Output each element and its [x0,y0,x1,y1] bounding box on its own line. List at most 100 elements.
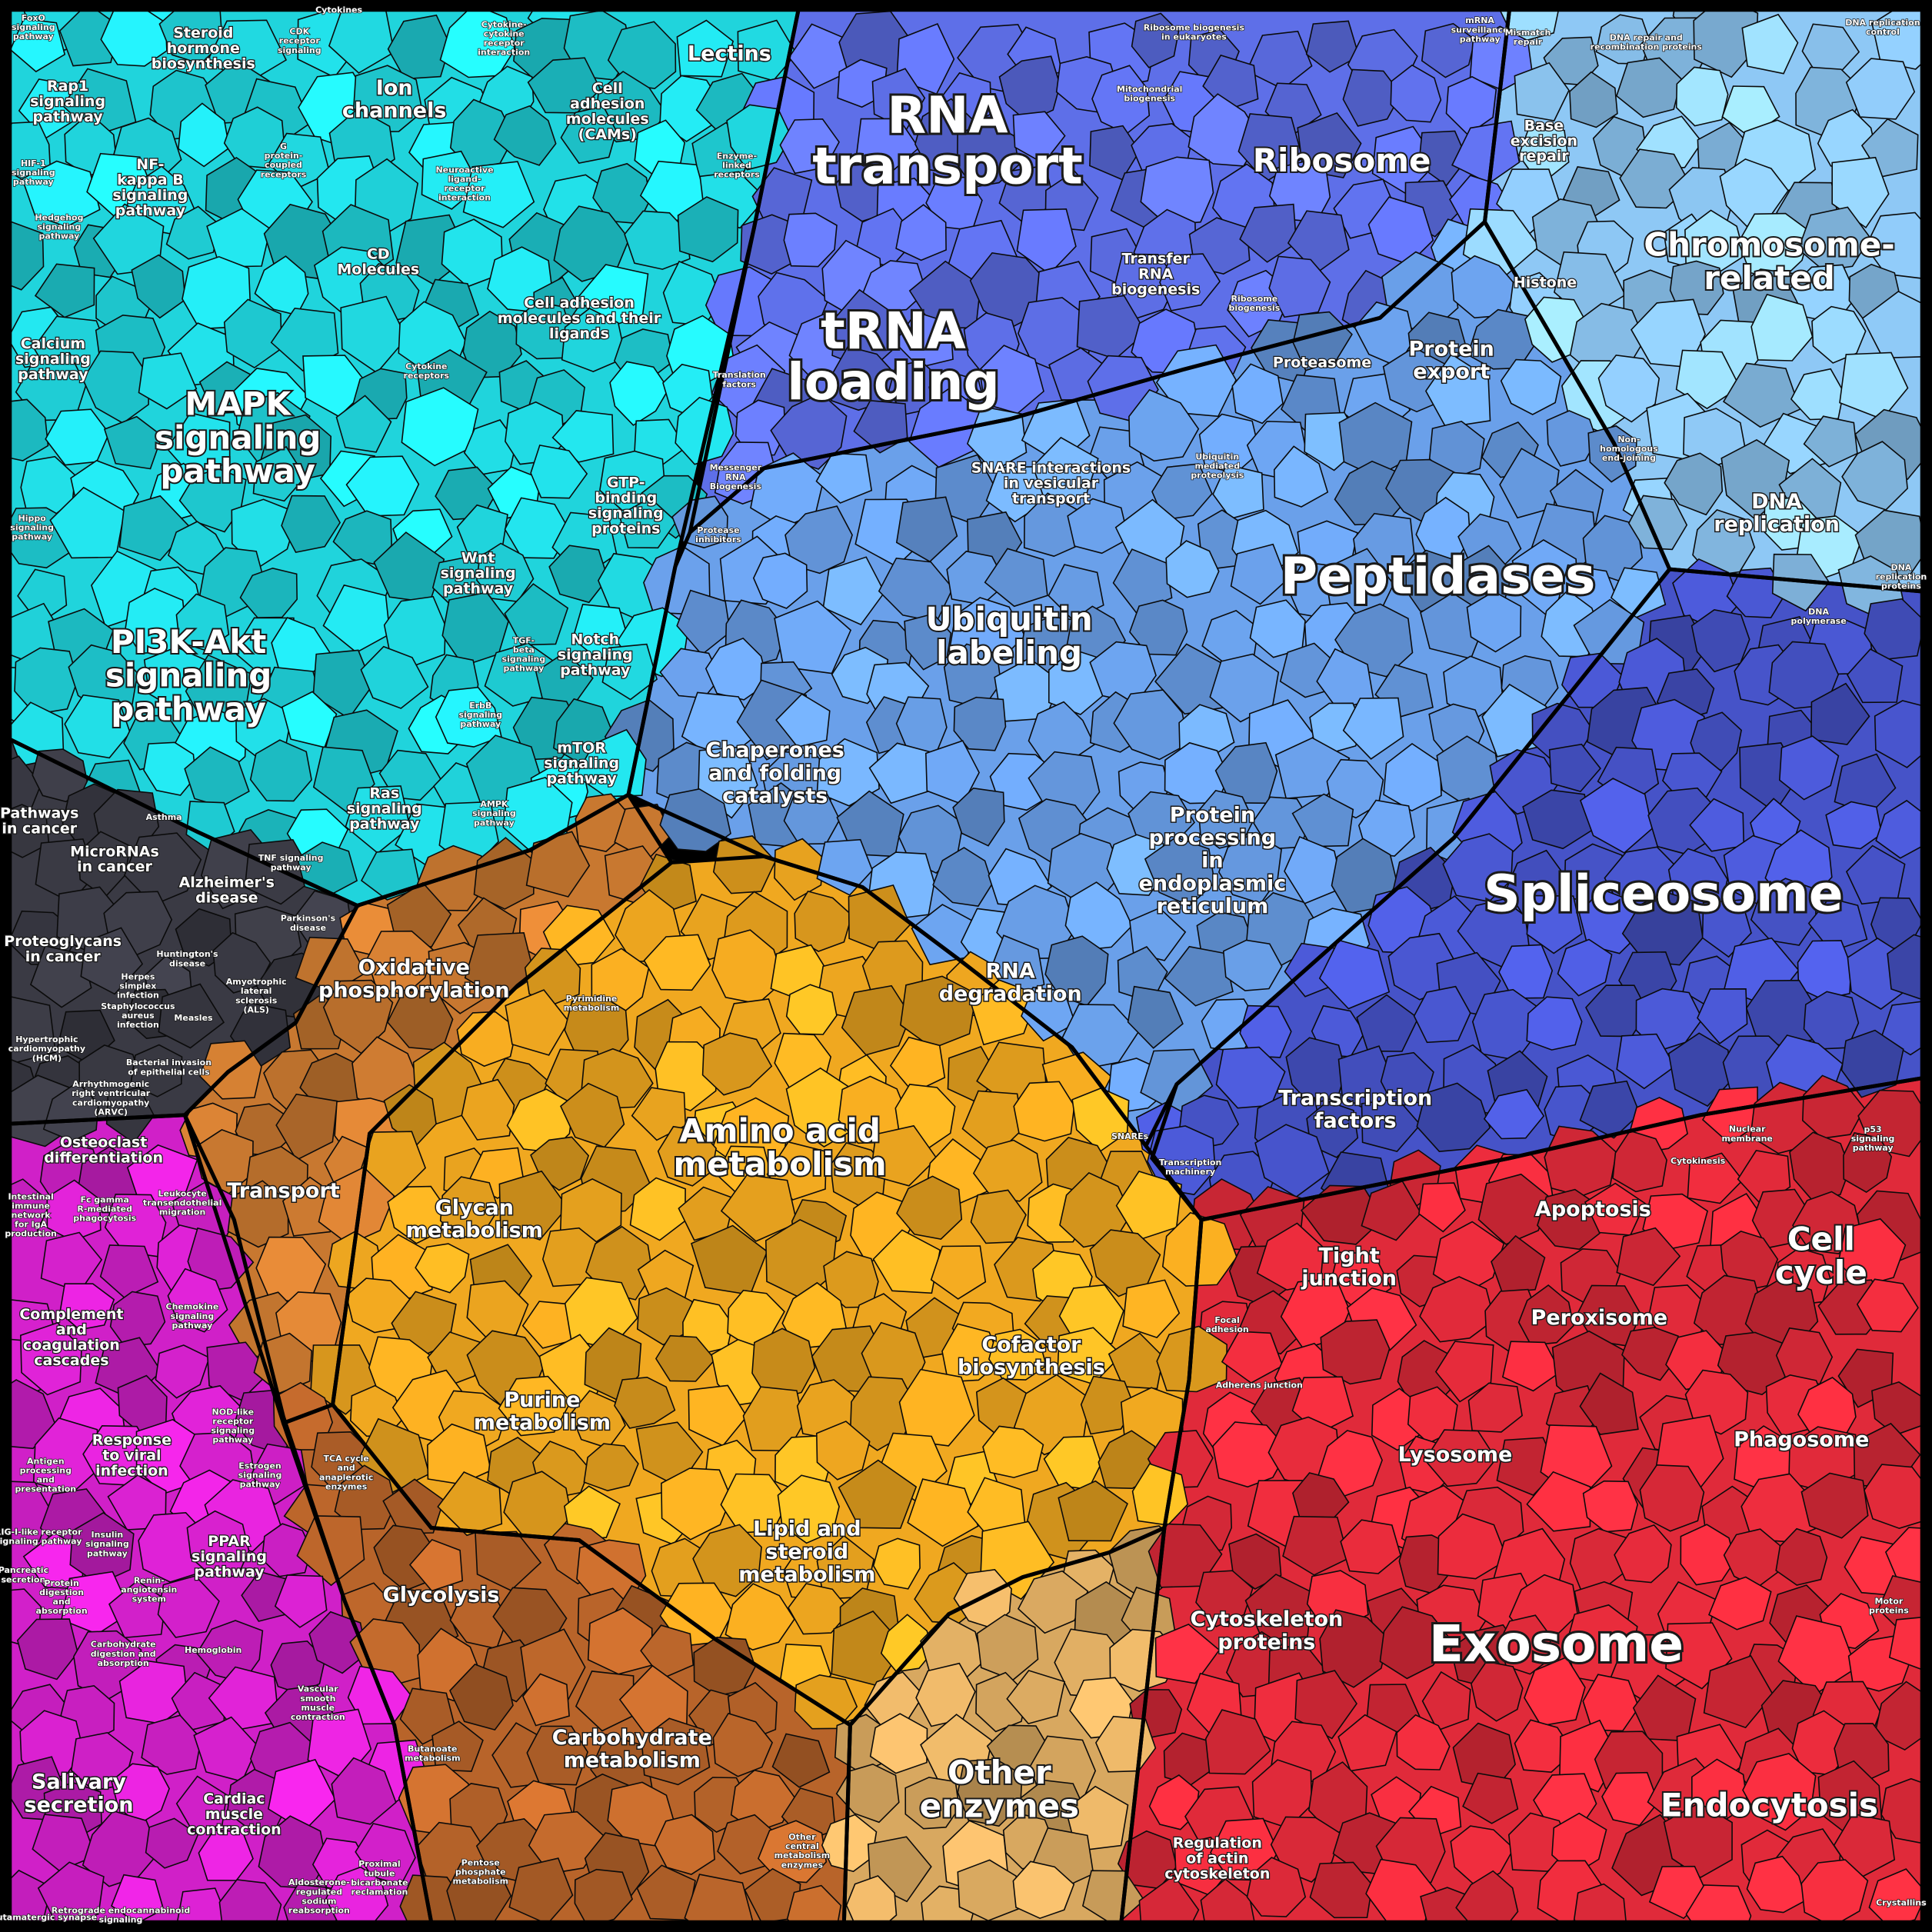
pathway-label-line: contraction [291,1712,345,1722]
protein-cell [1147,1125,1216,1196]
protein-cell [1517,1284,1574,1346]
protein-cell [583,1443,639,1492]
pathway-label-line: cytoskeleton [1164,1866,1270,1883]
protein-cell [831,345,898,411]
protein-cell [641,1717,711,1786]
pathway-label-line: signaling [192,1548,267,1565]
protein-cell [1442,833,1514,903]
protein-cell [1701,899,1752,958]
pathway-label-line: Proteasome [1273,355,1371,371]
pathway-label-line: TCA cycle [324,1454,369,1464]
pathway-label-line: mTOR [557,739,606,756]
protein-cell [58,2,121,67]
pathway-label-line: Histone [1514,275,1577,291]
protein-cell [103,415,163,470]
protein-cell [1284,835,1344,904]
protein-cell [1396,1714,1451,1770]
pathway-label-line: mRNA [1465,15,1494,25]
pathway-label-line: MAPK [185,385,291,423]
protein-cell [860,260,928,312]
protein-cell [1803,415,1858,468]
pathway-label-line: kappa B [117,172,184,188]
protein-cell [1228,1533,1282,1590]
protein-cell [449,1663,514,1731]
pathway-label-line: pathway [271,862,311,872]
pathway-label-line: factors [722,379,756,389]
pathway-label-line: replication [1714,513,1840,537]
protein-cell [308,1611,368,1674]
protein-cell [295,936,367,994]
protein-cell [1845,58,1916,120]
protein-cell [105,1087,155,1144]
pathway-label: Retrograde endocannabinoid signaling [52,1905,191,1924]
pathway-label-line: Leukocyte [158,1188,206,1198]
protein-cell [1616,1227,1681,1287]
protein-cell [1491,1234,1546,1294]
protein-cell [1006,1670,1066,1725]
pathway-label-line: MicroRNAs [70,843,159,860]
pathway-label: Focal adhesion [1205,1315,1248,1334]
pathway-label-line: metabolism [474,1411,611,1435]
protein-cell [1144,836,1216,907]
pathway-label-line: Protein [44,1578,78,1588]
pathway-label: Hedgehog signaling pathway [35,213,83,242]
pathway-label-line: Cofactor [981,1333,1081,1357]
pathway-label-line: pathway [194,1564,265,1581]
protein-cell [158,983,225,1049]
protein-cell [1621,1327,1679,1381]
pathway-label-line: Alzheimer's [179,874,275,891]
protein-cell [360,645,429,709]
pathway-label-line: signaling [544,754,619,771]
protein-cell [49,486,125,559]
protein-cell [1195,1570,1254,1627]
protein-cell [59,1283,115,1331]
protein-cell [1667,1032,1732,1108]
protein-cell [784,505,853,575]
pathway-label-line: pathway [212,1435,253,1445]
pathway-label-line: tubule [364,1868,395,1878]
pathway-label-line: DNA [1808,607,1829,617]
pathway-label-line: Transfer [1121,250,1190,267]
protein-cell [1612,1130,1667,1193]
protein-cell [1789,1131,1851,1201]
pathway-label-line: contraction [187,1821,281,1838]
pathway-label-line: polymerase [1791,616,1847,626]
protein-cell [1318,939,1391,1010]
pathway-label-line: pathway [1460,34,1501,44]
pathway-label: Endocytosis [1661,1787,1878,1824]
protein-cell [383,1084,437,1148]
protein-cell [737,19,798,82]
protein-cell [869,1713,928,1774]
protein-cell [548,545,609,604]
pathway-label: Lysosome [1398,1443,1513,1467]
protein-cell [1777,1615,1857,1696]
protein-cell [1273,445,1329,508]
pathway-label-line: Amino acid [679,1111,881,1149]
protein-cell [328,5,395,74]
pathway-label-line: RIG-I-like receptor [0,1527,82,1537]
pathway-label: Response to viral infection [92,1432,172,1480]
pathway-label-line: adhesion [570,95,645,112]
protein-cell [771,1733,831,1788]
protein-cell [1122,1279,1181,1339]
pathway-label-line: signaling [347,801,422,818]
protein-cell [1016,208,1077,275]
pathway-label: Ubiquitin labeling [925,601,1092,672]
pathway-label-line: to viral [102,1447,161,1464]
pathway-label-line: pathway [443,581,514,598]
pathway-label: Translation factors [713,370,766,389]
protein-cell [439,3,516,78]
protein-cell [1128,388,1200,462]
pathway-label-line: proteins [1869,1605,1909,1615]
pathway-label: Pyrimidine metabolism [564,994,620,1013]
pathway-label-line: pathway [13,32,54,42]
pathway-label-line: Complement [19,1306,123,1323]
pathway-label-line: Peroxisome [1531,1306,1668,1330]
pathway-label-line: signaling [85,1539,129,1549]
pathway-label-line: pathway [160,452,315,490]
pathway-label: Measles [174,1013,213,1023]
protein-cell [701,1032,773,1096]
pathway-label: Notch signaling pathway [558,631,633,678]
protein-cell [1418,1182,1466,1233]
